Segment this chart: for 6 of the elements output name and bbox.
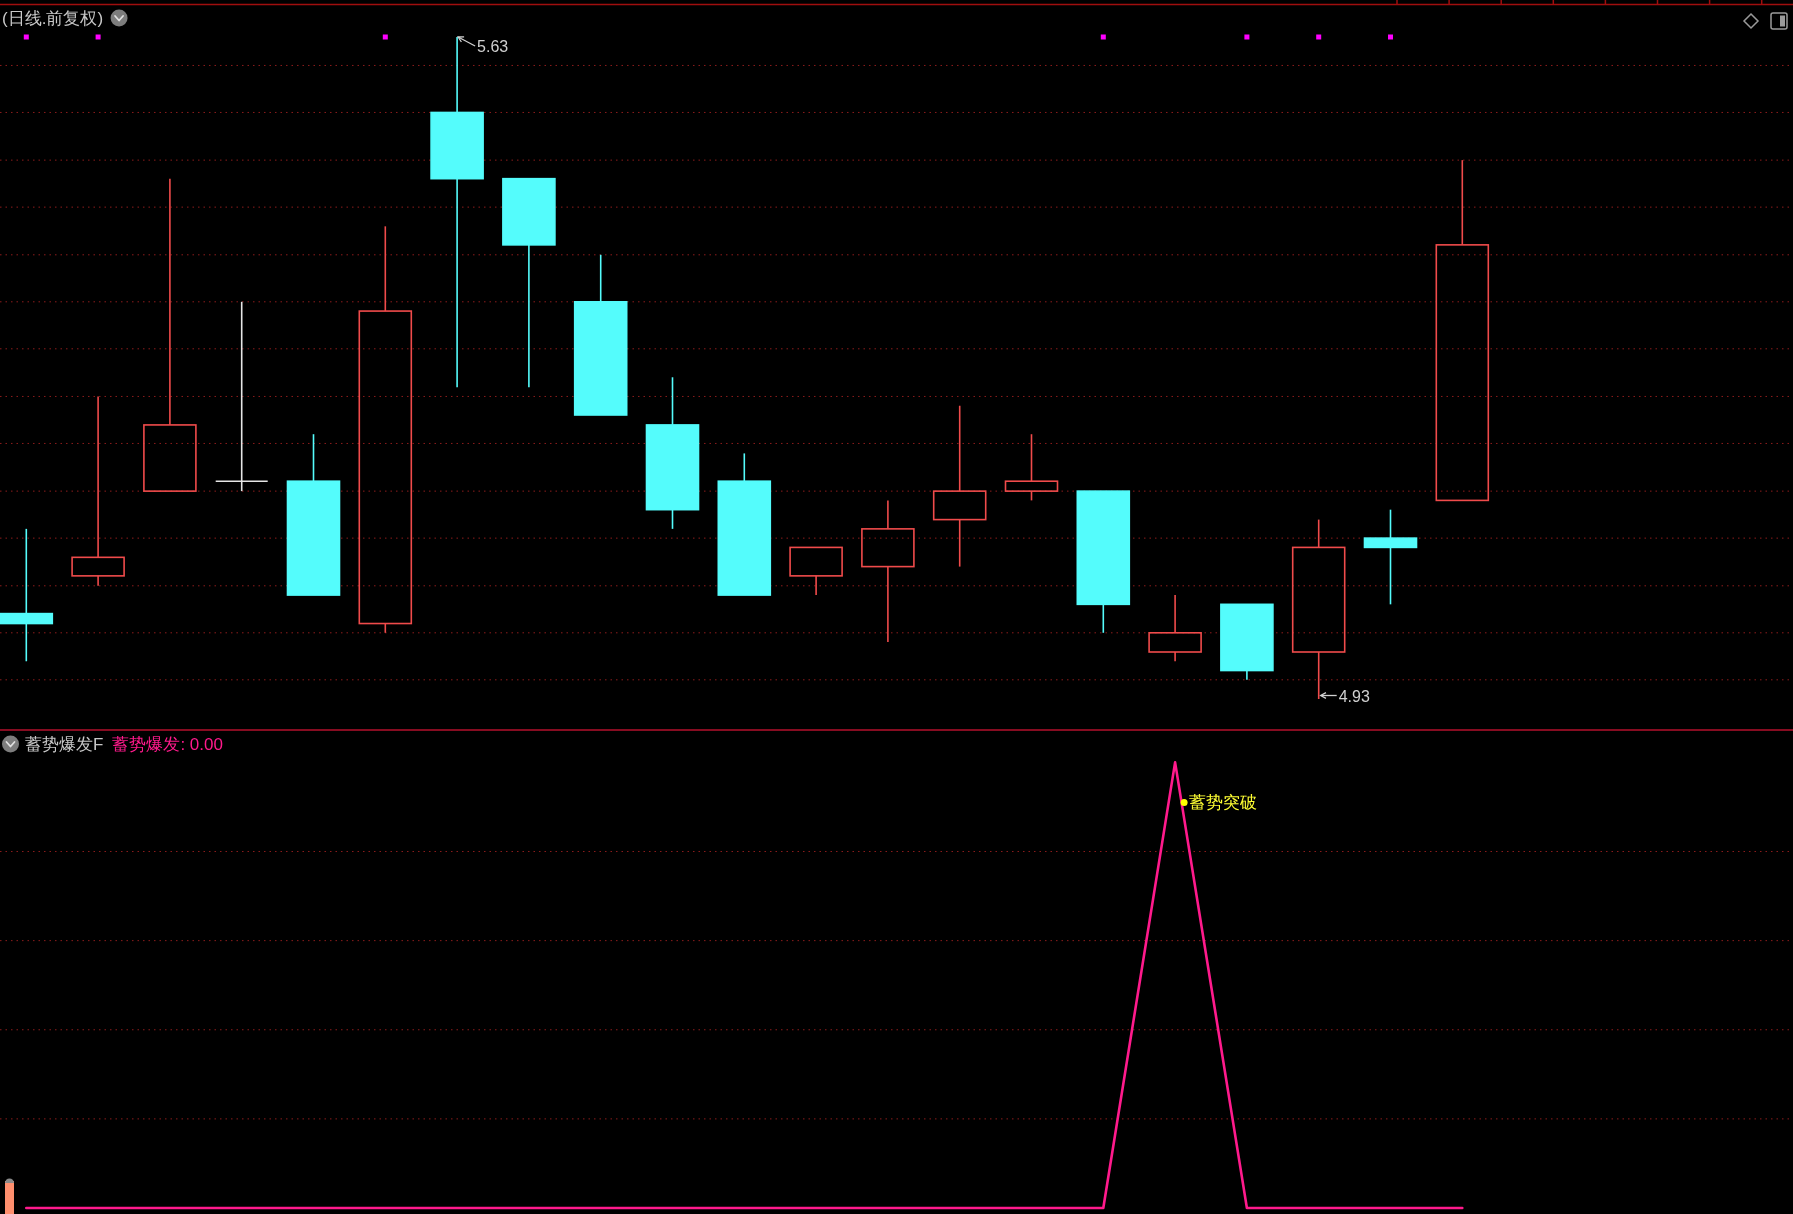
annotation: 4.93	[1338, 687, 1370, 705]
chart-title: 蓄势爆发F	[25, 735, 104, 754]
chart-title: (日线.前复权)	[2, 9, 104, 28]
annotation: 蓄势突破	[1189, 793, 1258, 813]
annotation: 5.63	[477, 38, 509, 55]
legend-item: 蓄势爆发: 0.00	[112, 735, 223, 754]
